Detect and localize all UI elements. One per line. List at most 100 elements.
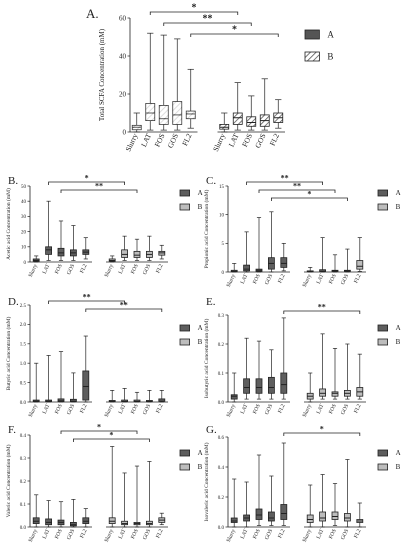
panel-label: E. xyxy=(206,296,216,308)
x-tick-label: LAT xyxy=(139,132,153,149)
panel-a: A. 0 20 40 60 Total SCFA Concentration (mM) Sl… xyxy=(86,3,334,153)
y-tick-label: 2.5 xyxy=(20,304,27,309)
x-tick-label: FOS xyxy=(328,528,338,540)
significance-label: * xyxy=(97,423,101,432)
significance-label: * xyxy=(232,25,237,36)
panel-label: F. xyxy=(8,424,16,436)
x-tick-label: GOS xyxy=(142,403,152,416)
y-tick-label: 50 xyxy=(21,185,27,190)
box-slurry-b xyxy=(306,514,314,523)
significance-label: * xyxy=(307,190,311,199)
legend-swatch-a xyxy=(377,189,389,197)
box-shade xyxy=(172,101,182,125)
x-tick-label: Slurry xyxy=(302,403,313,418)
x-tick-label: FOS xyxy=(54,403,64,415)
significance-bracket xyxy=(85,308,163,312)
x-tick-label: FOS xyxy=(130,403,140,415)
x-tick-label: GOS xyxy=(253,132,268,149)
significance-label: * xyxy=(192,3,197,14)
y-tick-label: 0.3 xyxy=(218,314,225,319)
legend-swatch-a xyxy=(377,449,389,457)
y-tick-label: 0.1 xyxy=(20,503,27,508)
x-tick-label: LAT xyxy=(240,273,250,285)
y-tick-label: 0.0 xyxy=(20,401,27,406)
y-axis-title: Isovaleric acid Concentration (mM) xyxy=(203,442,210,521)
y-axis-title: Butyric acid Concentration (mM) xyxy=(5,316,12,390)
box-lat-b xyxy=(121,249,128,258)
box-lat-a xyxy=(243,378,251,394)
x-tick-label: LAT xyxy=(118,528,128,540)
panel-label: B. xyxy=(8,175,18,187)
box-gos-a xyxy=(267,376,275,394)
x-tick-label: GOS xyxy=(66,263,76,276)
x-tick-label: GOS xyxy=(66,528,76,541)
legend-swatch-a xyxy=(179,324,191,332)
y-tick-label: 0.0 xyxy=(218,526,225,531)
panel-e: E. 0.0 0.1 0.2 0.3 Isobutyric acid Concentrat… xyxy=(203,296,401,418)
x-tick-label: GOS xyxy=(264,403,274,416)
y-tick-label: 0 xyxy=(24,261,27,266)
box-fos-a xyxy=(57,398,65,403)
legend-label: A xyxy=(396,324,401,332)
x-tick-label: FL2 xyxy=(353,273,362,284)
x-tick-label: GOS xyxy=(264,273,274,286)
box-lat-b xyxy=(121,520,128,526)
y-tick-label: 5 xyxy=(222,242,225,247)
legend-swatch-b xyxy=(377,203,389,211)
x-tick-label: Slurry xyxy=(226,403,237,418)
box-lat-b xyxy=(319,388,327,397)
significance-bracket xyxy=(48,181,125,185)
x-tick-label: FOS xyxy=(252,528,262,540)
significance-bracket xyxy=(271,197,348,201)
y-tick-label: 2.0 xyxy=(20,323,27,328)
y-axis-title: Propionic acid Concentration (mM) xyxy=(203,190,210,269)
legend-swatch-a xyxy=(377,324,389,332)
y-axis-title: Valeric acid Concentration (mM) xyxy=(5,444,12,517)
legend-label: B xyxy=(198,203,203,211)
panel-b: B. 0 10 20 30 40 50 Acetic acid Concentration (… xyxy=(5,174,203,279)
box-slurry-a xyxy=(32,517,40,524)
box-slurry-a xyxy=(230,517,238,523)
box-gos-b xyxy=(145,520,153,526)
significance-bracket xyxy=(48,300,125,304)
x-tick-label: GOS xyxy=(66,403,76,416)
panel-label: C. xyxy=(206,175,216,187)
x-tick-label: Slurry xyxy=(226,528,237,543)
x-tick-label: FOS xyxy=(252,403,262,415)
legend-label: B xyxy=(198,338,203,346)
y-axis-title: Acetic acid Concentration (mM) xyxy=(5,188,12,260)
significance-label: ** xyxy=(203,14,213,25)
x-tick-label: Slurry xyxy=(104,528,115,543)
x-tick-label: FOS xyxy=(328,403,338,415)
panel-label: D. xyxy=(8,296,19,308)
x-tick-label: GOS xyxy=(340,403,350,416)
x-tick-label: LAT xyxy=(316,403,326,415)
y-axis-title: Isobutyric acid Concentration (mM) xyxy=(203,319,210,399)
box-slurry-b xyxy=(108,517,116,524)
legend-label: B xyxy=(198,463,203,471)
y-tick-label: 0 xyxy=(123,128,127,136)
significance-bracket xyxy=(190,33,279,37)
x-tick-label: FL2 xyxy=(353,403,362,414)
y-tick-label: 0.2 xyxy=(20,480,27,485)
x-tick-label: Slurry xyxy=(226,273,237,288)
legend-label: A xyxy=(396,449,401,457)
y-tick-label: 20 xyxy=(21,230,27,235)
x-tick-label: LAT xyxy=(316,273,326,285)
legend-swatch-b xyxy=(304,51,320,62)
significance-bracket xyxy=(258,189,336,193)
box-gos-a xyxy=(70,522,77,527)
y-tick-label: 20 xyxy=(119,90,127,98)
significance-bracket xyxy=(246,181,323,185)
x-tick-label: LAT xyxy=(118,263,128,275)
x-tick-label: FL2 xyxy=(353,528,362,539)
legend-label: B xyxy=(396,338,401,346)
y-tick-label: 0 xyxy=(222,271,225,276)
significance-label: ** xyxy=(281,174,289,183)
box-fos-a xyxy=(255,508,263,520)
significance-bracket xyxy=(283,310,361,314)
y-tick-label: 0.6 xyxy=(218,436,225,441)
x-tick-label: LAT xyxy=(118,403,128,415)
legend-swatch-b xyxy=(179,203,191,211)
legend-swatch-a xyxy=(179,189,191,197)
